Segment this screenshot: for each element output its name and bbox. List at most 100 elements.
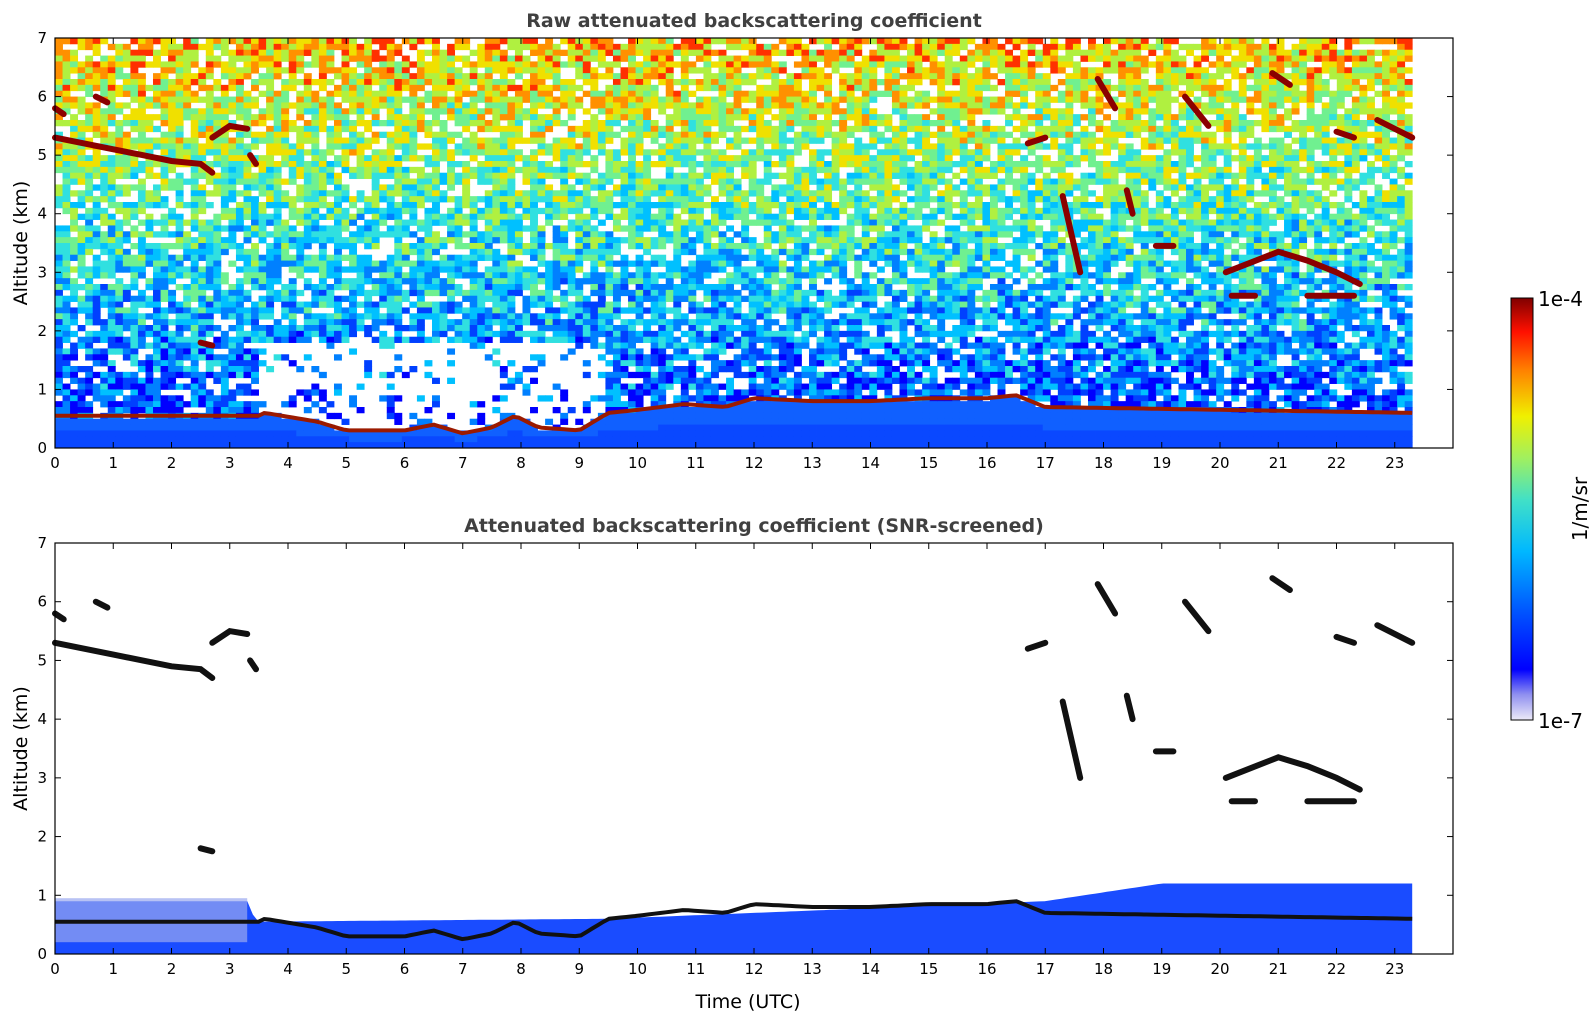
raw-heatmap-cell: [620, 354, 629, 361]
raw-heatmap-cell: [281, 96, 290, 103]
raw-heatmap-cell: [70, 278, 79, 285]
raw-heatmap-cell: [718, 407, 727, 414]
raw-heatmap-cell: [85, 237, 94, 244]
raw-heatmap-cell: [507, 96, 516, 103]
raw-heatmap-cell: [160, 213, 169, 220]
raw-heatmap-cell: [190, 190, 199, 197]
raw-heatmap-cell: [605, 401, 614, 408]
raw-heatmap-cell: [160, 442, 169, 449]
raw-heatmap-cell: [658, 313, 667, 320]
raw-heatmap-cell: [680, 61, 689, 68]
raw-heatmap-cell: [85, 354, 94, 361]
raw-heatmap-cell: [235, 202, 244, 209]
raw-heatmap-cell: [582, 73, 591, 80]
raw-heatmap-cell: [70, 442, 79, 449]
raw-heatmap-cell: [552, 102, 561, 109]
raw-heatmap-cell: [567, 79, 576, 86]
raw-heatmap-cell: [665, 96, 674, 103]
raw-heatmap-cell: [567, 313, 576, 320]
raw-heatmap-cell: [386, 395, 395, 402]
raw-heatmap-cell: [62, 336, 71, 343]
raw-heatmap-cell: [530, 67, 538, 74]
raw-heatmap-cell: [175, 149, 184, 156]
raw-heatmap-cell: [530, 149, 538, 156]
raw-heatmap-cell: [273, 248, 282, 256]
raw-heatmap-cell: [658, 377, 667, 384]
raw-heatmap-cell: [70, 424, 79, 431]
raw-heatmap-cell: [55, 96, 63, 103]
raw-heatmap-cell: [703, 61, 712, 68]
raw-heatmap-cell: [386, 436, 395, 443]
raw-heatmap-cell: [296, 330, 305, 338]
raw-heatmap-cell: [70, 149, 79, 156]
raw-heatmap-cell: [273, 225, 282, 232]
raw-heatmap-cell: [371, 336, 380, 343]
raw-heatmap-cell: [447, 237, 456, 244]
raw-heatmap-cell: [107, 418, 116, 425]
raw-heatmap-cell: [582, 325, 591, 332]
raw-heatmap-cell: [364, 295, 373, 302]
raw-heatmap-cell: [205, 178, 214, 185]
raw-heatmap-cell: [364, 102, 373, 109]
raw-heatmap-cell: [394, 161, 403, 168]
raw-heatmap-cell: [228, 84, 237, 92]
raw-heatmap-cell: [582, 61, 591, 68]
raw-heatmap-cell: [710, 172, 719, 179]
raw-heatmap-cell: [726, 278, 735, 285]
raw-heatmap-cell: [680, 219, 689, 226]
raw-heatmap-cell: [62, 266, 71, 273]
raw-heatmap-cell: [122, 442, 131, 449]
raw-heatmap-cell: [537, 131, 546, 138]
raw-heatmap-cell: [168, 348, 177, 355]
raw-heatmap-cell: [281, 307, 290, 314]
raw-heatmap-cell: [695, 260, 704, 267]
raw-heatmap-cell: [401, 137, 410, 144]
raw-heatmap-cell: [605, 243, 614, 250]
raw-heatmap-cell: [198, 190, 207, 197]
raw-heatmap-cell: [251, 55, 259, 62]
raw-heatmap-cell: [198, 418, 207, 425]
raw-heatmap-cell: [168, 131, 177, 138]
raw-heatmap-cell: [650, 43, 659, 51]
raw-heatmap-cell: [469, 313, 478, 320]
raw-heatmap-cell: [62, 395, 71, 402]
raw-heatmap-cell: [507, 272, 516, 279]
raw-heatmap-cell: [303, 84, 312, 92]
raw-heatmap-cell: [605, 172, 614, 179]
raw-heatmap-cell: [77, 120, 86, 127]
raw-heatmap-cell: [145, 49, 154, 56]
raw-heatmap-cell: [303, 336, 312, 343]
raw-heatmap-cell: [183, 342, 192, 349]
raw-heatmap-cell: [469, 301, 478, 308]
raw-heatmap-cell: [514, 149, 523, 156]
raw-heatmap-cell: [658, 155, 667, 162]
raw-heatmap-cell: [266, 307, 275, 314]
raw-heatmap-cell: [137, 184, 146, 191]
raw-heatmap-cell: [507, 108, 516, 115]
raw-heatmap-cell: [507, 424, 516, 431]
raw-heatmap-cell: [228, 120, 237, 127]
raw-heatmap-cell: [665, 155, 674, 162]
raw-heatmap-cell: [552, 172, 561, 179]
raw-heatmap-cell: [175, 325, 184, 332]
raw-heatmap-cell: [703, 84, 712, 92]
raw-heatmap-cell: [85, 401, 94, 408]
raw-heatmap-cell: [612, 55, 621, 62]
raw-heatmap-cell: [62, 278, 71, 285]
raw-heatmap-cell: [439, 96, 448, 103]
raw-heatmap-cell: [665, 371, 674, 379]
raw-heatmap-cell: [311, 213, 320, 220]
raw-heatmap-cell: [55, 307, 63, 314]
raw-heatmap-cell: [424, 73, 433, 80]
raw-heatmap-cell: [243, 143, 252, 150]
raw-heatmap-cell: [160, 196, 169, 203]
raw-heatmap-cell: [620, 360, 629, 367]
raw-heatmap-cell: [665, 79, 674, 86]
raw-heatmap-cell: [130, 442, 139, 449]
raw-heatmap-cell: [597, 108, 606, 115]
raw-heatmap-cell: [424, 125, 433, 133]
raw-heatmap-cell: [432, 137, 440, 144]
raw-heatmap-cell: [726, 137, 735, 144]
raw-heatmap-cell: [100, 166, 109, 174]
raw-heatmap-cell: [235, 366, 244, 373]
